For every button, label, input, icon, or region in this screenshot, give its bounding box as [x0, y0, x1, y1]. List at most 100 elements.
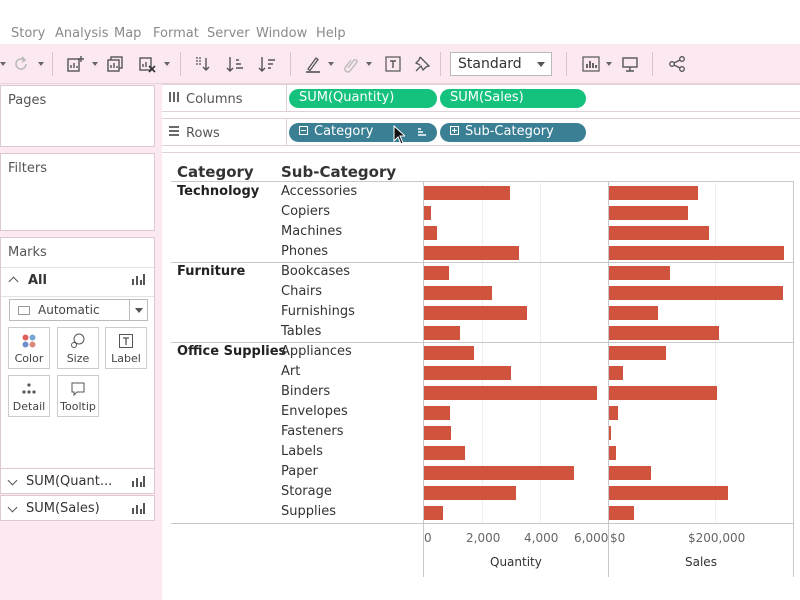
- category-label[interactable]: Office Supplies: [177, 344, 287, 359]
- sales-bar[interactable]: [609, 186, 698, 200]
- quantity-bar[interactable]: [424, 406, 451, 420]
- quantity-bar[interactable]: [424, 466, 575, 480]
- quantity-bar[interactable]: [424, 266, 450, 280]
- quantity-bar[interactable]: [424, 386, 598, 400]
- marks-all-label[interactable]: All: [28, 273, 47, 288]
- sales-bar[interactable]: [609, 406, 618, 420]
- quantity-bar[interactable]: [424, 246, 520, 260]
- mark-type-dropdown[interactable]: Automatic: [9, 299, 148, 321]
- redo-icon[interactable]: [10, 53, 32, 75]
- quantity-bar[interactable]: [424, 446, 465, 460]
- size-button[interactable]: Size: [57, 327, 99, 369]
- quantity-bar[interactable]: [424, 506, 443, 520]
- menu-window[interactable]: Window: [256, 26, 308, 41]
- sales-bar[interactable]: [609, 506, 634, 520]
- subcategory-label[interactable]: Paper: [281, 464, 318, 479]
- subcategory-label[interactable]: Machines: [281, 224, 343, 239]
- fit-mode-dropdown[interactable]: Standard: [450, 52, 552, 76]
- sort-indicator-icon[interactable]: [417, 128, 427, 138]
- group-members-icon[interactable]: [340, 53, 362, 75]
- quantity-bar[interactable]: [424, 326, 460, 340]
- subcategory-label[interactable]: Tables: [281, 324, 322, 339]
- subcategory-label[interactable]: Storage: [281, 484, 332, 499]
- rows-drop-area[interactable]: Category Sub-Category: [286, 119, 800, 145]
- clear-sheet-icon[interactable]: [136, 53, 158, 75]
- undo-dropdown-caret[interactable]: [0, 62, 6, 66]
- sales-axis-title[interactable]: Sales: [685, 555, 717, 569]
- label-button[interactable]: Label: [105, 327, 147, 369]
- header-category[interactable]: Category: [177, 163, 254, 181]
- sales-bar[interactable]: [609, 306, 658, 320]
- subcategory-label[interactable]: Chairs: [281, 284, 323, 299]
- quantity-bar[interactable]: [424, 486, 516, 500]
- sales-bar[interactable]: [609, 486, 728, 500]
- sales-bar[interactable]: [609, 286, 784, 300]
- subcategory-label[interactable]: Fasteners: [281, 424, 344, 439]
- quantity-bar[interactable]: [424, 346, 475, 360]
- sales-bar[interactable]: [609, 266, 670, 280]
- quantity-bar[interactable]: [424, 186, 511, 200]
- sales-bar[interactable]: [609, 326, 719, 340]
- quantity-bar[interactable]: [424, 286, 493, 300]
- pill-sum-quantity[interactable]: SUM(Quantity): [289, 89, 437, 108]
- measure-card-sales[interactable]: SUM(Sales): [0, 495, 155, 521]
- sales-bar[interactable]: [609, 346, 667, 360]
- share-icon[interactable]: [666, 53, 688, 75]
- presentation-mode-icon[interactable]: [619, 53, 641, 75]
- sales-bar[interactable]: [609, 246, 784, 260]
- subcategory-label[interactable]: Phones: [281, 244, 329, 259]
- measure-card-quantity[interactable]: SUM(Quant...: [0, 468, 155, 494]
- highlight-icon[interactable]: [302, 53, 324, 75]
- collapse-icon[interactable]: [299, 126, 308, 135]
- menu-help[interactable]: Help: [316, 26, 346, 41]
- subcategory-label[interactable]: Appliances: [281, 344, 352, 359]
- show-me-icon[interactable]: [580, 53, 602, 75]
- menu-format[interactable]: Format: [153, 26, 199, 41]
- clear-sheet-caret[interactable]: [164, 62, 170, 66]
- pages-card[interactable]: Pages: [0, 85, 155, 147]
- subcategory-label[interactable]: Accessories: [281, 184, 358, 199]
- sales-bar[interactable]: [609, 386, 717, 400]
- quantity-bar[interactable]: [424, 206, 431, 220]
- sales-bar[interactable]: [609, 466, 651, 480]
- tooltip-button[interactable]: Tooltip: [57, 375, 99, 417]
- category-label[interactable]: Furniture: [177, 264, 246, 279]
- redo-dropdown-caret[interactable]: [38, 62, 44, 66]
- menu-map[interactable]: Map: [114, 26, 142, 41]
- menu-story[interactable]: Story: [11, 26, 46, 41]
- subcategory-label[interactable]: Furnishings: [281, 304, 355, 319]
- fix-axes-pin-icon[interactable]: [411, 53, 433, 75]
- menu-server[interactable]: Server: [207, 26, 250, 41]
- subcategory-label[interactable]: Bookcases: [281, 264, 351, 279]
- quantity-axis-title[interactable]: Quantity: [490, 555, 542, 569]
- show-me-caret[interactable]: [606, 62, 612, 66]
- sort-descending-icon[interactable]: [256, 53, 278, 75]
- menu-analysis[interactable]: Analysis: [55, 26, 109, 41]
- highlight-caret[interactable]: [328, 62, 334, 66]
- marks-all-collapse-icon[interactable]: [8, 276, 19, 287]
- swap-rows-columns-icon[interactable]: [191, 53, 213, 75]
- subcategory-label[interactable]: Binders: [281, 384, 331, 399]
- pill-sub-category[interactable]: Sub-Category: [440, 123, 586, 142]
- quantity-bar[interactable]: [424, 366, 511, 380]
- detail-button[interactable]: Detail: [8, 375, 50, 417]
- expand-icon[interactable]: [450, 126, 459, 135]
- quantity-bar[interactable]: [424, 306, 528, 320]
- new-worksheet-icon[interactable]: [64, 53, 86, 75]
- subcategory-label[interactable]: Art: [281, 364, 301, 379]
- sales-bar[interactable]: [609, 446, 616, 460]
- columns-drop-area[interactable]: SUM(Quantity) SUM(Sales): [286, 85, 800, 111]
- subcategory-label[interactable]: Supplies: [281, 504, 336, 519]
- color-button[interactable]: Color: [8, 327, 50, 369]
- sales-bar[interactable]: [609, 226, 710, 240]
- pill-category[interactable]: Category: [289, 123, 437, 142]
- subcategory-label[interactable]: Labels: [281, 444, 323, 459]
- pill-sum-sales[interactable]: SUM(Sales): [440, 89, 586, 108]
- sort-ascending-icon[interactable]: [224, 53, 246, 75]
- category-label[interactable]: Technology: [177, 184, 260, 199]
- header-subcategory[interactable]: Sub-Category: [281, 163, 397, 181]
- sales-bar[interactable]: [609, 426, 611, 440]
- subcategory-label[interactable]: Copiers: [281, 204, 331, 219]
- quantity-bar[interactable]: [424, 426, 451, 440]
- sales-bar[interactable]: [609, 206, 689, 220]
